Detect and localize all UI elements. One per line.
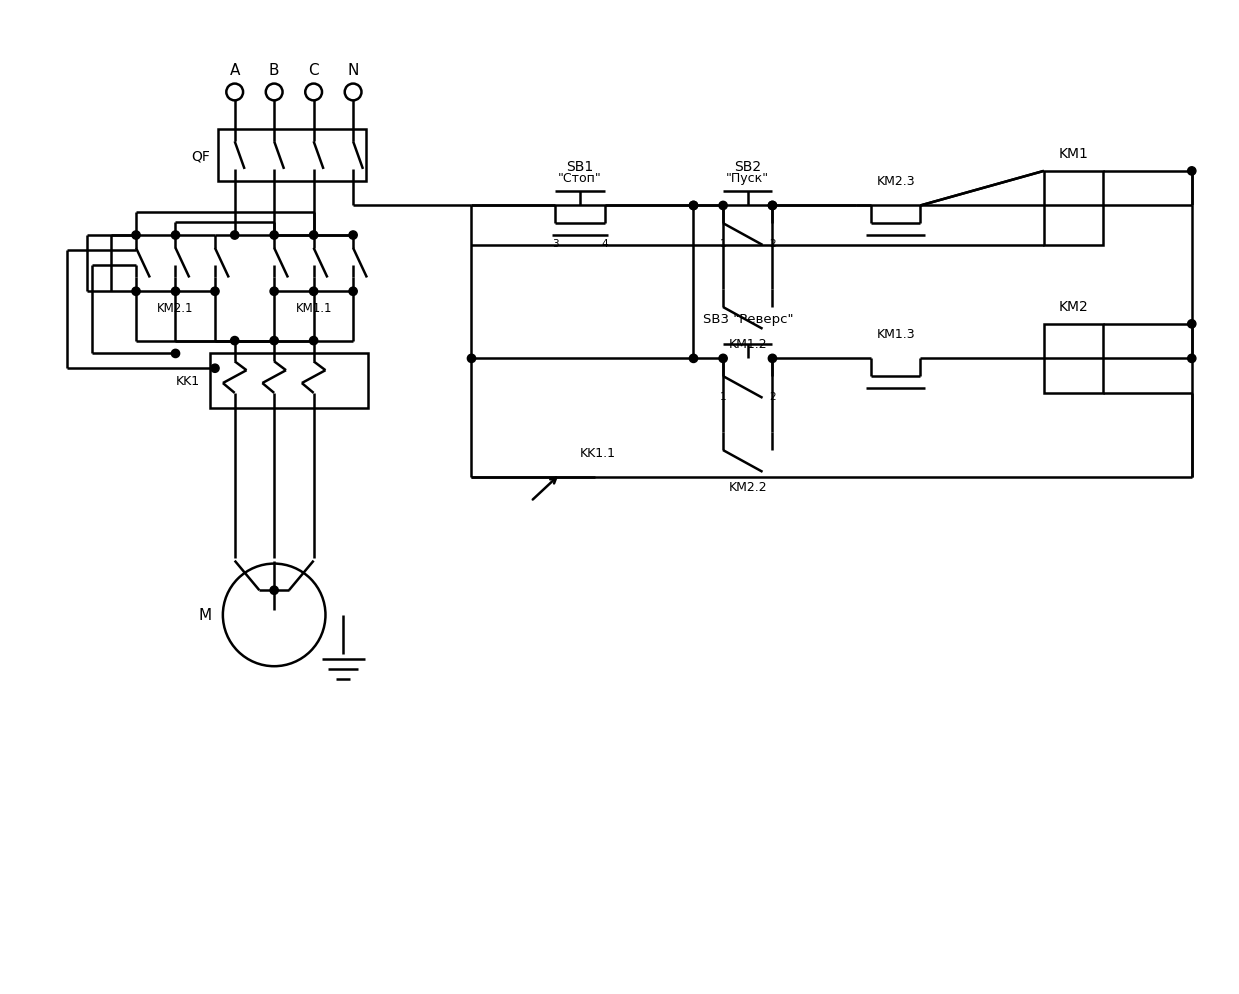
Circle shape: [310, 337, 317, 345]
Text: KM2.3: KM2.3: [876, 175, 916, 188]
Circle shape: [171, 350, 180, 358]
Text: KM2: KM2: [1058, 300, 1088, 314]
Text: "Стоп": "Стоп": [558, 172, 602, 185]
Bar: [218, 130, 366, 182]
Text: 1: 1: [720, 392, 726, 402]
Circle shape: [310, 288, 317, 296]
Circle shape: [270, 337, 279, 345]
Circle shape: [230, 232, 239, 240]
Circle shape: [211, 365, 219, 373]
Text: KM1.2: KM1.2: [729, 338, 767, 351]
Circle shape: [768, 202, 777, 211]
Text: 4: 4: [601, 239, 608, 248]
Text: SB3 "Реверс": SB3 "Реверс": [703, 313, 793, 326]
Text: B: B: [269, 63, 280, 78]
Circle shape: [467, 355, 476, 363]
Circle shape: [768, 355, 777, 363]
Circle shape: [349, 232, 357, 240]
Text: KM1.1: KM1.1: [295, 301, 332, 314]
Circle shape: [689, 202, 698, 211]
Text: 2: 2: [769, 392, 776, 402]
Circle shape: [310, 232, 317, 240]
Circle shape: [1188, 355, 1196, 363]
Text: SB1: SB1: [566, 160, 593, 174]
Circle shape: [270, 586, 279, 594]
Text: KK1.1: KK1.1: [580, 446, 616, 459]
Circle shape: [719, 202, 727, 211]
Text: 2: 2: [769, 239, 776, 248]
Circle shape: [171, 288, 180, 296]
Bar: [1043, 324, 1103, 394]
Circle shape: [131, 288, 140, 296]
Text: 1: 1: [720, 239, 726, 248]
Circle shape: [689, 202, 698, 211]
Circle shape: [223, 564, 326, 667]
Circle shape: [719, 355, 727, 363]
Text: "Пуск": "Пуск": [726, 172, 769, 185]
Text: KM2.2: KM2.2: [729, 481, 767, 494]
Text: KM1.3: KM1.3: [876, 328, 916, 341]
Text: QF: QF: [191, 149, 211, 163]
Text: 3: 3: [553, 239, 559, 248]
Circle shape: [349, 288, 357, 296]
Text: SB2: SB2: [735, 160, 761, 174]
Text: KM1: KM1: [1058, 147, 1088, 161]
Text: KM2.1: KM2.1: [157, 301, 193, 314]
Text: C: C: [309, 63, 318, 78]
Circle shape: [270, 288, 279, 296]
Text: N: N: [347, 63, 359, 78]
Circle shape: [270, 232, 279, 240]
Text: KK1: KK1: [176, 375, 201, 388]
Circle shape: [689, 355, 698, 363]
Circle shape: [1188, 320, 1196, 329]
Circle shape: [227, 84, 243, 101]
Circle shape: [230, 337, 239, 345]
Circle shape: [266, 84, 282, 101]
Circle shape: [131, 232, 140, 240]
Circle shape: [768, 202, 777, 211]
Circle shape: [1188, 168, 1196, 176]
Circle shape: [344, 84, 362, 101]
Bar: [1043, 172, 1103, 246]
Text: M: M: [198, 607, 212, 623]
Circle shape: [171, 232, 180, 240]
Bar: [211, 354, 368, 409]
Text: A: A: [229, 63, 240, 78]
Circle shape: [305, 84, 322, 101]
Circle shape: [211, 288, 219, 296]
